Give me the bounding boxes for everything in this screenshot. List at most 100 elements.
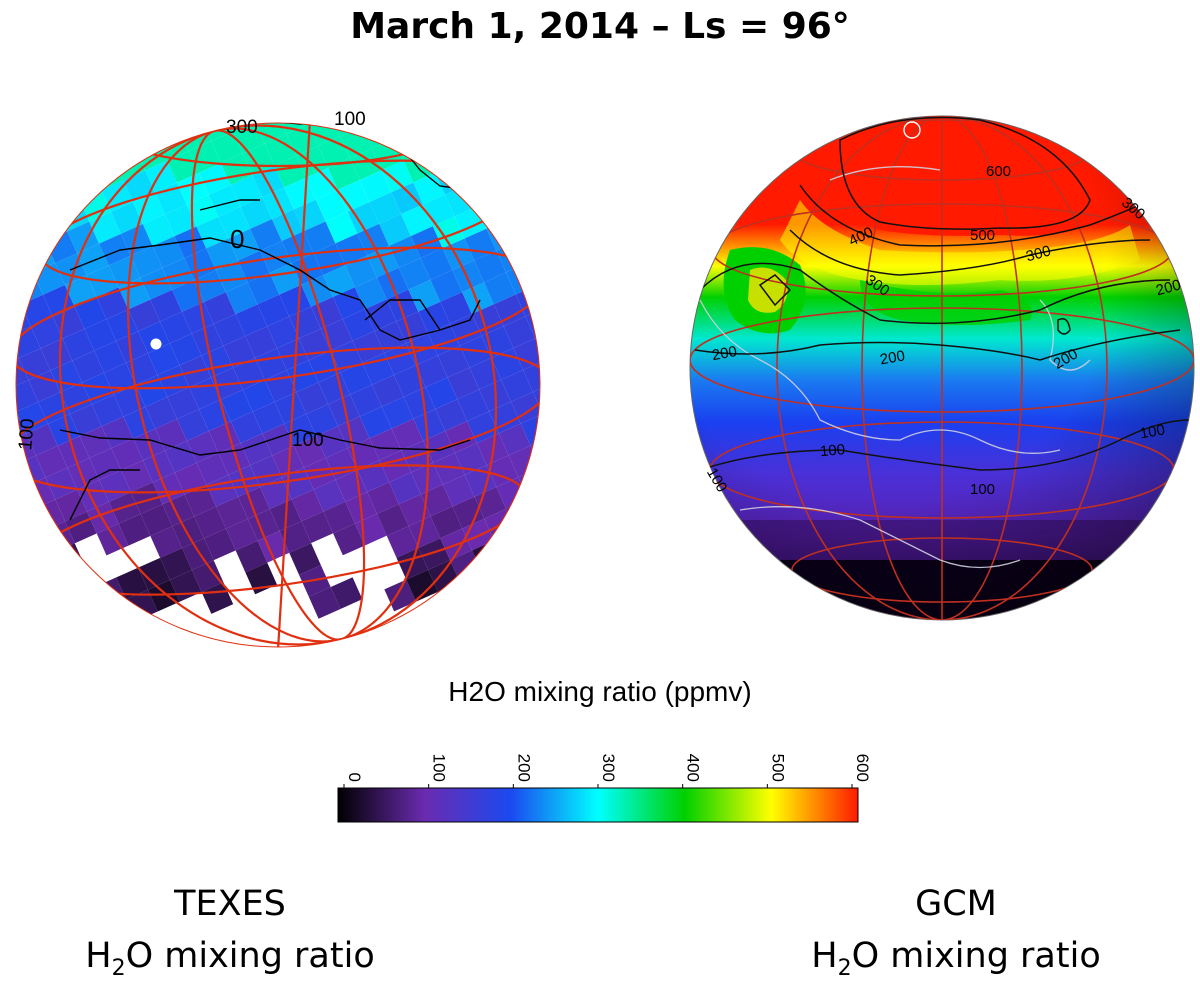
texes-pixel bbox=[527, 253, 540, 285]
texes-pixel bbox=[626, 472, 658, 504]
texes-pixel bbox=[457, 153, 489, 185]
texes-pixel bbox=[401, 204, 433, 237]
texes-pixel bbox=[503, 552, 536, 585]
colorbar-tick-label: 400 bbox=[684, 754, 703, 782]
texes-pixel bbox=[335, 0, 367, 29]
texes-pixel bbox=[130, 482, 163, 515]
texes-pixel bbox=[359, 170, 392, 202]
texes-pixel bbox=[125, 123, 158, 149]
texes-pixel bbox=[242, 143, 275, 176]
texes-pixel bbox=[374, 321, 407, 354]
texes-pixel bbox=[160, 548, 192, 580]
texes-pixel bbox=[186, 431, 219, 463]
texes-pixel bbox=[16, 509, 44, 541]
texes-pixel bbox=[191, 560, 224, 592]
texes-pixel bbox=[501, 370, 533, 402]
texes-pixel bbox=[459, 123, 492, 132]
texes-pixel bbox=[0, 497, 11, 529]
texes-pixel bbox=[313, 7, 345, 39]
texes-pixel bbox=[16, 175, 26, 208]
texes-pixel bbox=[226, 46, 258, 78]
texes-pixel bbox=[557, 555, 589, 587]
texes-pixel bbox=[38, 155, 70, 188]
texes-pixel bbox=[174, 226, 207, 259]
texes-pixel bbox=[474, 250, 506, 283]
texes-pixel bbox=[667, 506, 699, 538]
contour-label: 100 bbox=[292, 430, 324, 451]
texes-pixel bbox=[82, 372, 114, 405]
texes-pixel bbox=[420, 484, 453, 517]
texes-pixel bbox=[296, 145, 329, 178]
texes-pixel bbox=[567, 341, 599, 373]
texes-pixel bbox=[279, 521, 312, 553]
texes-pixel bbox=[138, 557, 170, 590]
texes-pixel bbox=[369, 428, 402, 461]
texes-pixel bbox=[425, 377, 458, 410]
texes-pixel bbox=[540, 458, 572, 490]
texes-pixel bbox=[228, 228, 260, 261]
texes-pixel bbox=[116, 331, 148, 363]
texes-pixel bbox=[272, 445, 304, 478]
texes-pixel bbox=[586, 385, 618, 417]
texes-pixel bbox=[269, 262, 302, 295]
texes-pixel bbox=[50, 124, 82, 156]
texes-pixel bbox=[150, 289, 182, 322]
texes-pixel bbox=[267, 316, 299, 349]
texes-pixel bbox=[386, 526, 419, 558]
texes-pixel bbox=[16, 165, 48, 198]
texes-pixel bbox=[442, 474, 475, 507]
texes-pixel bbox=[599, 353, 631, 385]
texes-pixel bbox=[138, 85, 170, 117]
texes-pixel bbox=[308, 123, 341, 146]
texes-pixel bbox=[432, 452, 465, 485]
texes-pixel bbox=[189, 141, 221, 173]
texes-pixel bbox=[120, 224, 153, 256]
texes-pixel bbox=[406, 569, 438, 602]
texes-pixel bbox=[62, 328, 95, 361]
texes-pixel bbox=[574, 416, 606, 448]
texes-pixel bbox=[377, 31, 409, 63]
texes-pixel bbox=[548, 533, 580, 565]
texes-pixel bbox=[425, 141, 458, 173]
texes-pixel bbox=[328, 158, 360, 190]
texes-pixel bbox=[515, 521, 540, 553]
texes-pixel bbox=[565, 394, 597, 426]
texes-pixel bbox=[213, 78, 245, 110]
texes-pixel bbox=[274, 392, 307, 424]
texes-pixel bbox=[493, 294, 526, 327]
texes-pixel bbox=[150, 526, 183, 558]
contour-label: 100 bbox=[15, 418, 39, 451]
texes-pixel bbox=[16, 487, 34, 519]
texes-pixel bbox=[435, 399, 468, 431]
texes-pixel bbox=[247, 272, 280, 305]
texes-pixel bbox=[589, 567, 621, 599]
texes-pixel bbox=[328, 394, 360, 427]
texes-pixel bbox=[123, 406, 156, 439]
texes-pixel bbox=[616, 450, 648, 482]
texes-pixel bbox=[374, 85, 406, 117]
texes-pixel bbox=[635, 494, 667, 526]
texes-pixel bbox=[452, 24, 484, 56]
texes-pixel bbox=[216, 496, 248, 529]
texes-pixel bbox=[376, 504, 409, 536]
texes-pixel bbox=[230, 411, 263, 444]
texes-pixel bbox=[291, 489, 324, 522]
texes-pixel bbox=[308, 587, 341, 619]
texes-pixel bbox=[306, 404, 338, 436]
texes-pixel bbox=[254, 123, 287, 144]
texes-pixel bbox=[418, 538, 451, 570]
texes-pixel bbox=[40, 575, 73, 607]
texes-pixel bbox=[557, 319, 589, 351]
texes-pixel bbox=[181, 301, 214, 334]
texes-pixel bbox=[35, 445, 68, 478]
texes-pixel bbox=[248, 36, 280, 68]
texes-pixel bbox=[121, 460, 153, 493]
contour-label: 600 bbox=[986, 163, 1011, 180]
texes-pixel bbox=[225, 518, 258, 551]
contour-label: 200 bbox=[879, 347, 907, 368]
texes-pixel bbox=[106, 545, 139, 578]
texes-pixel bbox=[311, 61, 343, 93]
texes-pixel bbox=[262, 423, 295, 456]
texes-pixel bbox=[325, 211, 358, 244]
texes-pixel bbox=[220, 389, 253, 422]
